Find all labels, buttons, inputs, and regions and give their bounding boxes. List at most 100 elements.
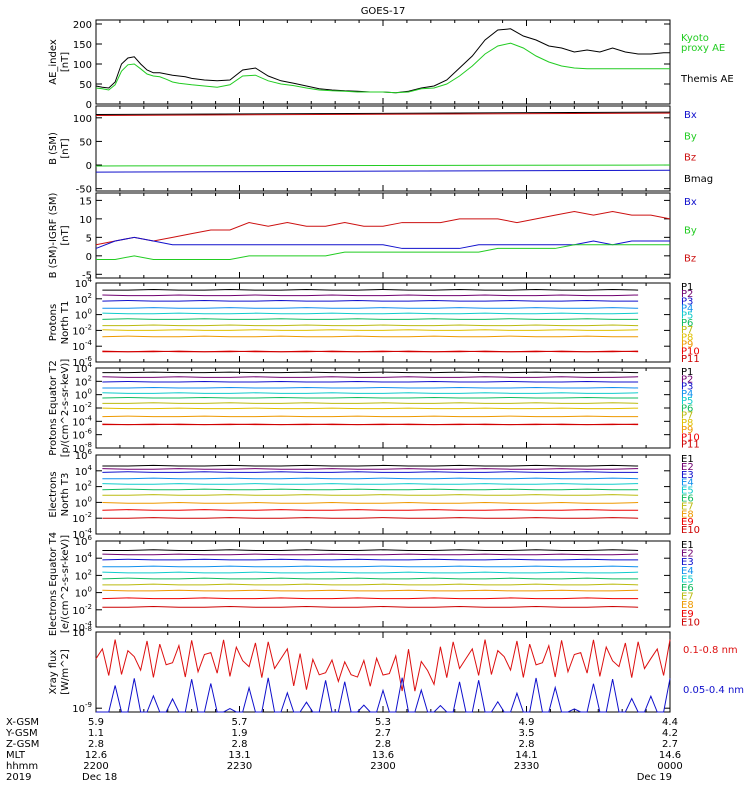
legend-P3: P3 (681, 296, 693, 307)
ephem-value: 2.7 (662, 739, 678, 750)
legend-P6: P6 (681, 403, 693, 414)
series-by (96, 244, 670, 261)
y-tick-label: 50 (79, 80, 92, 91)
tick-exponent: -2 (85, 511, 92, 519)
flux-line-P8 (102, 329, 639, 331)
y-tick-label: 10-6 (72, 428, 92, 442)
y-tick-label: 100 (75, 308, 92, 322)
ephem-value: 4.2 (662, 728, 678, 739)
y-axis-label: Protons Equator T2 [p/(cm^2-s-sr-keV)] (48, 359, 71, 458)
legend-P2: P2 (681, 289, 693, 300)
y-axis-label: Xray flux [W/m^2] (48, 649, 71, 695)
tick-exponent: -2 (85, 603, 92, 611)
y-tick-label: 100 (73, 114, 92, 125)
y-tick-label: 10-2 (72, 603, 92, 617)
flux-line-E4 (102, 477, 639, 480)
legend-P7: P7 (681, 411, 693, 422)
y-tick-label: 10-8 (72, 625, 92, 639)
flux-line-E3 (102, 558, 639, 561)
y-tick-label: 5 (86, 233, 92, 244)
panel-3: 15 10 5 0 -5 B (SM)-IGRF (SM) [nT] Bx By Bz (48, 192, 697, 281)
y-tick-label: 104 (75, 551, 93, 565)
tick-exponent: 2 (88, 480, 92, 488)
tick-exponent: -4 (85, 527, 93, 535)
panel-frame (95, 105, 671, 192)
flux-line-E6 (102, 488, 639, 491)
legend-themis: Themis AE (680, 74, 734, 85)
y-tick-label: 10-2 (72, 401, 92, 415)
legend-P9: P9 (681, 425, 693, 436)
legend-bz: Bz (684, 254, 696, 265)
legend-by: By (684, 131, 697, 142)
flux-line-E1 (102, 549, 639, 551)
ephem-value: Dec 18 (82, 772, 117, 783)
flux-line-P8 (102, 407, 639, 410)
tick-exponent: 4 (88, 551, 93, 559)
legend-P10: P10 (681, 432, 700, 443)
y-tick-label: 10-4 (72, 414, 92, 428)
legend-P2: P2 (681, 374, 693, 385)
flux-line-P2 (102, 376, 639, 378)
flux-line-P1 (102, 371, 639, 374)
ephem-value: 2.7 (375, 728, 391, 739)
legend-E6: E6 (681, 494, 694, 505)
y-axis-label: Protons North T1 (48, 301, 71, 345)
y-axis-label-line1: AE_index (48, 39, 59, 85)
y-axis-label: B (SM) [nT] (48, 132, 71, 165)
ephem-value: 1.1 (88, 728, 104, 739)
flux-line-E7 (102, 583, 639, 586)
tick-exponent: 4 (88, 276, 93, 284)
y-axis-label: AE_index [nT] (48, 39, 71, 85)
ephem-value: 14.6 (659, 750, 681, 761)
flux-line-E2 (102, 553, 639, 556)
ephem-value: 14.1 (515, 750, 537, 761)
ephem-value: 0000 (657, 761, 682, 772)
y-axis-label-line1: Protons Equator T2 (48, 360, 59, 456)
legend-bx: Bx (684, 197, 697, 208)
legend-E2: E2 (681, 549, 694, 560)
y-tick-label: 102 (75, 292, 92, 306)
ephem-value: Dec 19 (637, 772, 672, 783)
flux-line-P6 (102, 318, 639, 320)
flux-line-P11 (102, 350, 639, 353)
y-tick-label: 102 (75, 374, 92, 388)
flux-line-P9 (102, 415, 639, 418)
ephem-value: 2.8 (232, 739, 248, 750)
legend-P7: P7 (681, 325, 693, 336)
ephem-value: 13.1 (228, 750, 250, 761)
legend-P10: P10 (681, 347, 700, 358)
y-axis-label-line2: [p/(cm^2-s-sr-keV)] (60, 359, 71, 458)
y-axis-label: B (SM)-IGRF (SM) [nT] (48, 193, 71, 279)
legend-E1: E1 (681, 540, 694, 551)
flux-line-E8 (102, 502, 639, 504)
y-tick-label: 10-4 (72, 339, 92, 353)
ephem-value: 2330 (514, 761, 539, 772)
y-axis-label-line2: [nT] (60, 138, 71, 158)
tick-exponent: 0 (88, 586, 92, 594)
legend-bx: Bx (684, 110, 697, 121)
y-tick-label: 106 (75, 448, 93, 462)
ephem-row-label: MLT (6, 750, 26, 761)
y-tick-label: 102 (75, 568, 92, 582)
y-axis-label-line2: [e/(cm^2-s-sr-keV)] (60, 535, 71, 633)
y-tick-label: -50 (76, 185, 92, 196)
flux-line-P5 (102, 392, 639, 394)
tick-exponent: -8 (85, 625, 92, 633)
y-tick-label: 50 (79, 137, 92, 148)
series-kyoto-proxy-ae (95, 42, 670, 94)
flux-line-E7 (102, 494, 639, 496)
y-tick-label: 100 (75, 495, 92, 509)
legend-by: By (684, 225, 697, 236)
ephem-value: 5.3 (375, 717, 391, 728)
ephem-value: 4.9 (519, 717, 535, 728)
ephem-row-label: 2019 (6, 772, 31, 783)
legend-E4: E4 (681, 566, 694, 577)
y-axis-label-line1: B (SM)-IGRF (SM) (48, 193, 59, 279)
legend-E5: E5 (681, 574, 694, 585)
tick-exponent: -6 (85, 428, 93, 436)
y-axis-label-line1: Electrons (48, 471, 59, 517)
y-tick-label: -5 (82, 270, 92, 281)
